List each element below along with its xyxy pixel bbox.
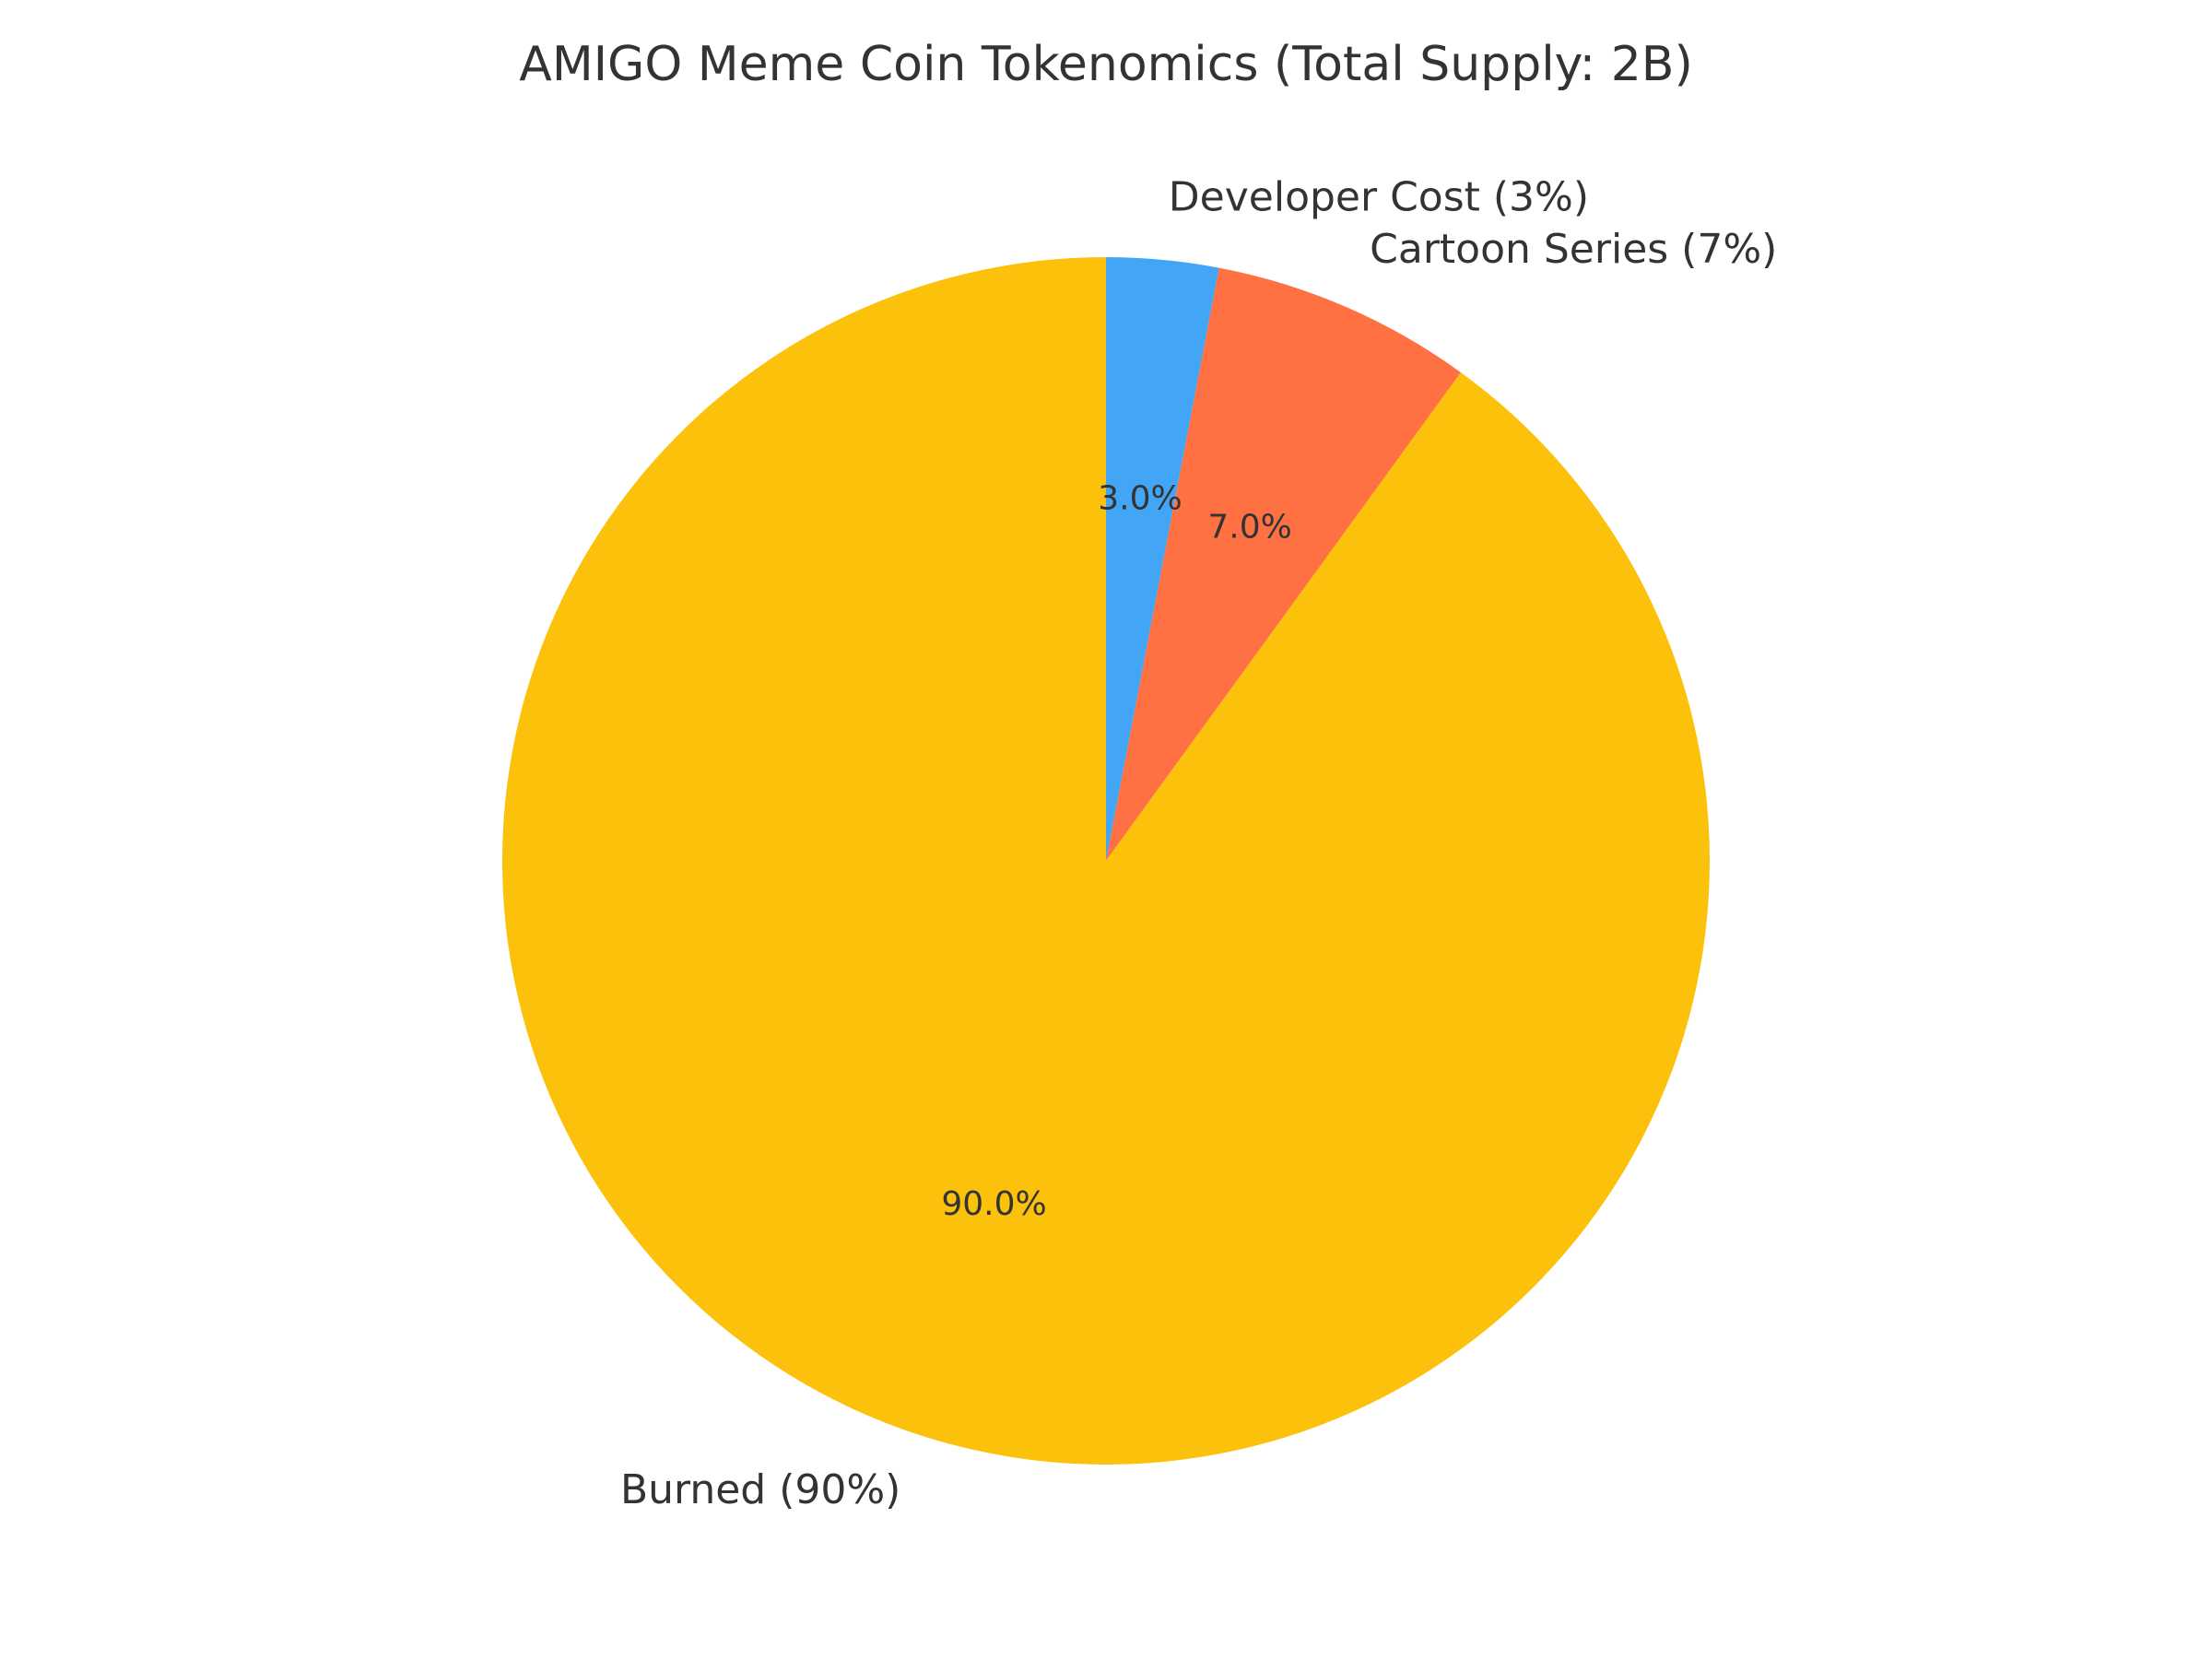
pie-slice — [1106, 267, 1461, 862]
value-label: 90.0% — [941, 1185, 1046, 1223]
value-label: 3.0% — [1098, 480, 1182, 518]
pie-slice — [1106, 257, 1219, 861]
pie-slice — [502, 256, 1710, 1465]
slice-label: Developer Cost (3%) — [1169, 174, 1589, 221]
slice-label: Burned (90%) — [620, 1466, 900, 1513]
value-label: 7.0% — [1207, 508, 1291, 546]
chart-title: AMIGO Meme Coin Tokenomics (Total Supply… — [519, 37, 1692, 92]
slice-label: Cartoon Series (7%) — [1370, 226, 1777, 273]
